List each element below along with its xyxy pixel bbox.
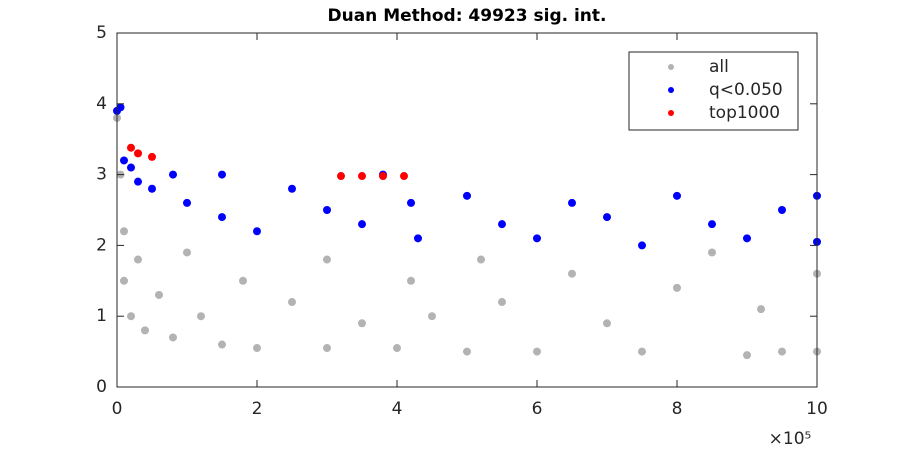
point — [498, 298, 506, 307]
y-tick-label: 3 — [96, 165, 107, 185]
point — [127, 312, 135, 321]
legend: all q<0.050 top1000 — [628, 51, 799, 131]
point — [239, 276, 247, 285]
point — [757, 305, 765, 314]
point — [288, 298, 296, 307]
legend-label: q<0.050 — [709, 80, 783, 100]
x-exponent-label: ×10⁵ — [769, 429, 812, 449]
point — [743, 351, 751, 360]
point — [323, 255, 331, 264]
point — [116, 103, 125, 112]
point — [127, 163, 135, 172]
point — [155, 290, 163, 299]
point — [568, 269, 576, 278]
point — [323, 206, 331, 214]
y-tick-label: 4 — [96, 94, 107, 114]
point — [603, 213, 611, 222]
y-tick-label: 2 — [96, 235, 107, 255]
x-tick-label: 0 — [112, 399, 123, 419]
legend-marker — [668, 110, 674, 116]
point — [253, 344, 261, 353]
x-tick-label: 2 — [252, 399, 263, 419]
point — [169, 333, 177, 342]
point — [743, 234, 751, 243]
legend-label: top1000 — [709, 103, 780, 123]
x-tick-label: 8 — [672, 399, 683, 419]
point — [134, 177, 142, 186]
point — [400, 172, 408, 181]
point — [708, 220, 716, 229]
x-tick-label: 6 — [532, 399, 543, 419]
point — [603, 319, 611, 328]
point — [463, 347, 471, 356]
point — [358, 319, 366, 328]
legend-label: all — [709, 57, 729, 77]
point — [358, 220, 366, 229]
point — [120, 276, 128, 285]
point — [127, 143, 135, 152]
point — [197, 312, 205, 321]
axes-box — [116, 32, 818, 388]
point — [183, 198, 191, 207]
point — [379, 172, 387, 181]
point — [134, 149, 142, 158]
legend-box — [628, 51, 799, 131]
point — [428, 312, 436, 321]
point — [407, 276, 415, 285]
point — [120, 227, 128, 236]
x-tick-label: 10 — [806, 399, 828, 419]
point — [673, 283, 681, 292]
point — [533, 234, 541, 243]
x-tick-label: 4 — [392, 399, 403, 419]
legend-marker — [668, 64, 674, 70]
point — [141, 326, 149, 335]
point — [218, 170, 226, 179]
point — [414, 234, 422, 243]
point — [778, 206, 786, 214]
y-tick-label: 0 — [96, 377, 107, 397]
point — [148, 184, 156, 193]
y-tick-label: 5 — [96, 23, 107, 43]
point — [498, 220, 506, 229]
point — [134, 255, 142, 264]
point — [708, 248, 716, 257]
point — [568, 198, 576, 207]
chart-title: Duan Method: 49923 sig. int. — [327, 6, 606, 26]
point — [463, 191, 471, 200]
y-tick-label: 1 — [96, 306, 107, 326]
point — [673, 191, 681, 200]
point — [638, 347, 646, 356]
point — [337, 172, 345, 181]
point — [288, 184, 296, 193]
point — [183, 248, 191, 257]
point — [323, 344, 331, 353]
point — [638, 241, 646, 250]
point — [533, 347, 541, 356]
point — [148, 152, 156, 161]
point — [253, 227, 261, 236]
point — [407, 198, 415, 207]
legend-marker — [668, 87, 674, 93]
point — [120, 156, 128, 165]
point — [778, 347, 786, 356]
point — [218, 340, 226, 349]
point — [477, 255, 485, 264]
point — [218, 213, 226, 222]
point — [358, 172, 366, 181]
point — [169, 170, 177, 179]
point — [393, 344, 401, 353]
